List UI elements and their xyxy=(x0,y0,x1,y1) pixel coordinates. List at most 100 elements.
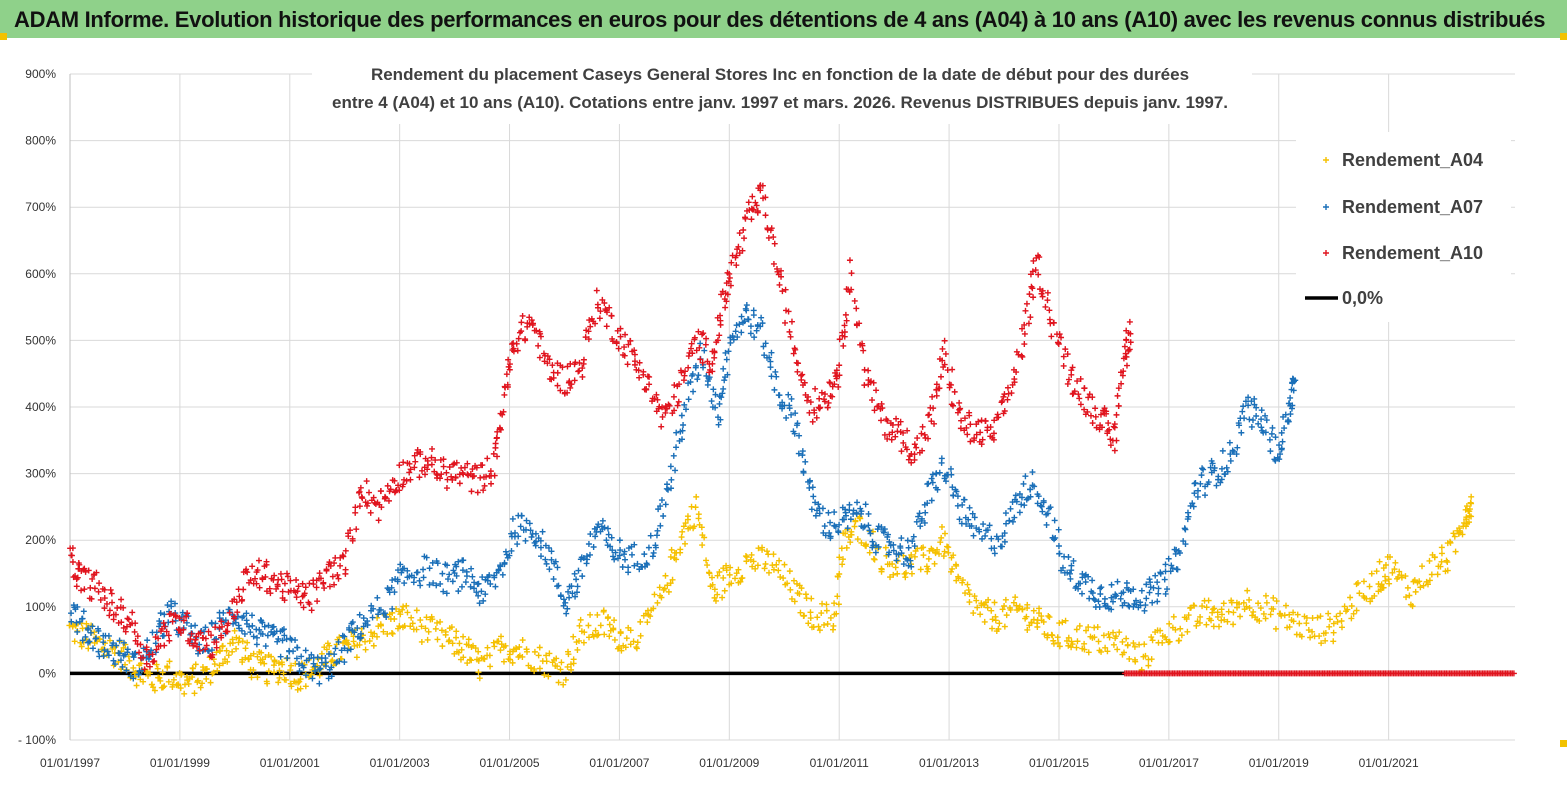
data-point xyxy=(1070,557,1077,564)
data-point xyxy=(400,459,407,466)
data-point xyxy=(655,506,662,513)
data-point xyxy=(786,568,793,575)
data-point xyxy=(1007,606,1014,613)
data-point xyxy=(1206,615,1213,622)
data-point xyxy=(1330,620,1337,627)
data-point xyxy=(80,608,87,615)
data-point xyxy=(1058,334,1065,341)
data-point xyxy=(667,553,674,560)
data-point xyxy=(1130,586,1137,593)
data-point xyxy=(711,586,718,593)
data-point xyxy=(532,530,539,537)
data-point xyxy=(1191,490,1198,497)
x-tick-label: 01/01/2005 xyxy=(480,756,540,770)
data-point xyxy=(812,385,819,392)
data-point xyxy=(651,591,658,598)
data-point xyxy=(417,448,424,455)
data-point xyxy=(109,599,116,606)
data-point xyxy=(977,429,984,436)
data-point xyxy=(100,653,107,660)
data-point xyxy=(1322,629,1329,636)
data-point xyxy=(1256,617,1263,624)
data-point xyxy=(1255,600,1262,607)
data-point xyxy=(635,367,642,374)
data-point xyxy=(1108,594,1115,601)
data-point xyxy=(1097,591,1104,598)
data-point xyxy=(1016,509,1023,516)
data-point xyxy=(1075,391,1082,398)
data-point xyxy=(261,660,268,667)
data-point xyxy=(71,638,78,645)
data-point xyxy=(275,660,282,667)
data-point xyxy=(987,424,994,431)
data-point xyxy=(1023,613,1030,620)
data-point xyxy=(283,570,290,577)
data-point xyxy=(74,628,81,635)
data-point xyxy=(1203,604,1210,611)
data-point xyxy=(672,467,679,474)
data-point xyxy=(1110,629,1117,636)
data-point xyxy=(95,627,102,634)
data-point xyxy=(294,588,301,595)
data-point xyxy=(900,561,907,568)
data-point xyxy=(925,435,932,442)
data-point xyxy=(590,544,597,550)
data-point xyxy=(646,381,653,388)
data-point xyxy=(827,614,834,621)
data-point xyxy=(617,333,624,340)
data-point xyxy=(1314,614,1321,621)
data-point xyxy=(982,532,989,539)
data-point xyxy=(1185,612,1192,619)
data-point xyxy=(1142,602,1149,609)
data-point xyxy=(332,645,339,652)
data-point xyxy=(858,510,865,517)
data-point xyxy=(276,667,283,674)
data-point xyxy=(851,297,858,304)
data-point xyxy=(933,392,940,399)
data-point xyxy=(1154,579,1161,586)
data-point xyxy=(316,672,323,679)
data-point xyxy=(337,562,344,569)
data-point xyxy=(287,577,294,584)
data-point xyxy=(374,594,381,601)
data-point xyxy=(804,397,811,404)
data-point xyxy=(1081,646,1088,653)
data-point xyxy=(866,549,873,556)
data-point xyxy=(1396,568,1403,575)
data-point xyxy=(1398,574,1405,581)
data-point xyxy=(1081,406,1088,413)
data-point xyxy=(328,673,335,680)
data-point xyxy=(239,638,246,645)
data-point xyxy=(960,496,967,503)
data-point xyxy=(795,360,802,367)
data-point xyxy=(679,528,686,535)
legend-label: Rendement_A07 xyxy=(1342,197,1483,217)
data-point xyxy=(833,367,840,374)
data-point xyxy=(1419,563,1426,570)
data-point xyxy=(785,391,792,398)
data-point xyxy=(1007,505,1014,512)
data-point xyxy=(1111,421,1118,428)
data-point xyxy=(831,381,838,388)
data-point xyxy=(298,653,305,660)
data-point xyxy=(770,551,777,558)
data-point xyxy=(913,444,920,451)
data-point xyxy=(873,387,880,394)
data-point xyxy=(1105,631,1112,638)
data-point xyxy=(509,515,516,522)
data-point xyxy=(1262,412,1269,419)
data-point xyxy=(1120,589,1127,596)
data-point xyxy=(679,427,686,434)
data-point xyxy=(1174,566,1181,573)
data-point xyxy=(1022,473,1029,480)
data-point xyxy=(309,675,316,682)
data-point xyxy=(1126,655,1133,662)
data-point xyxy=(770,234,777,241)
data-point xyxy=(1270,606,1277,613)
data-point xyxy=(933,381,940,388)
data-point xyxy=(294,686,301,693)
data-point xyxy=(1237,613,1244,620)
data-point xyxy=(1431,554,1438,561)
data-point xyxy=(1011,379,1018,386)
data-point xyxy=(779,288,786,295)
